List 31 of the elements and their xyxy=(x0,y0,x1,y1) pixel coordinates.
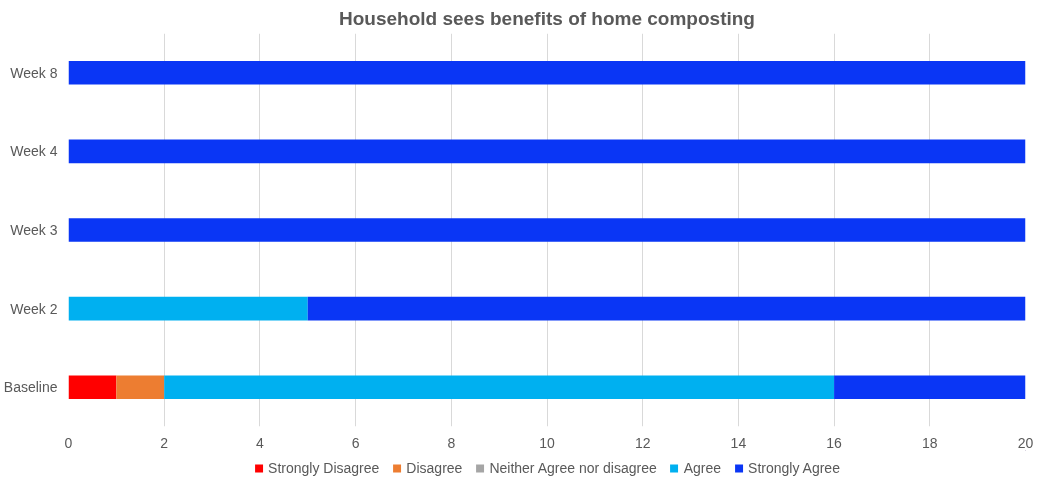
bar xyxy=(164,375,835,399)
legend-label: Strongly Agree xyxy=(748,460,840,476)
x-tick-label: 10 xyxy=(539,434,555,451)
y-tick-label: Week 8 xyxy=(10,64,58,81)
bar xyxy=(68,375,117,399)
x-tick-label: 4 xyxy=(256,434,265,451)
legend-label: Agree xyxy=(683,460,722,476)
x-tick-label: 6 xyxy=(351,434,360,451)
bar xyxy=(68,61,1026,85)
x-tick-label: 14 xyxy=(730,434,747,451)
x-tick-label: 8 xyxy=(447,434,456,451)
bar xyxy=(116,375,165,399)
y-tick-label: Week 3 xyxy=(10,222,58,238)
legend-label: Disagree xyxy=(406,460,463,476)
legend-label: Neither Agree nor disagree xyxy=(489,460,657,476)
x-tick-label: 20 xyxy=(1017,434,1034,451)
bar xyxy=(68,296,308,321)
bar xyxy=(307,296,1026,321)
legend-label: Strongly Disagree xyxy=(268,460,380,476)
x-tick-label: 16 xyxy=(826,434,843,451)
y-tick-label: Week 4 xyxy=(10,143,58,160)
x-tick-label: 0 xyxy=(64,434,73,451)
x-tick-label: 12 xyxy=(634,434,651,451)
bar xyxy=(68,218,1026,242)
y-tick-label: Week 2 xyxy=(10,300,58,317)
y-tick-label: Baseline xyxy=(3,379,58,396)
chart-title: Household sees benefits of home composting xyxy=(339,7,755,29)
bar xyxy=(68,139,1026,164)
x-tick-label: 18 xyxy=(922,434,938,451)
x-tick-label: 2 xyxy=(160,434,169,451)
bar xyxy=(834,375,1026,399)
